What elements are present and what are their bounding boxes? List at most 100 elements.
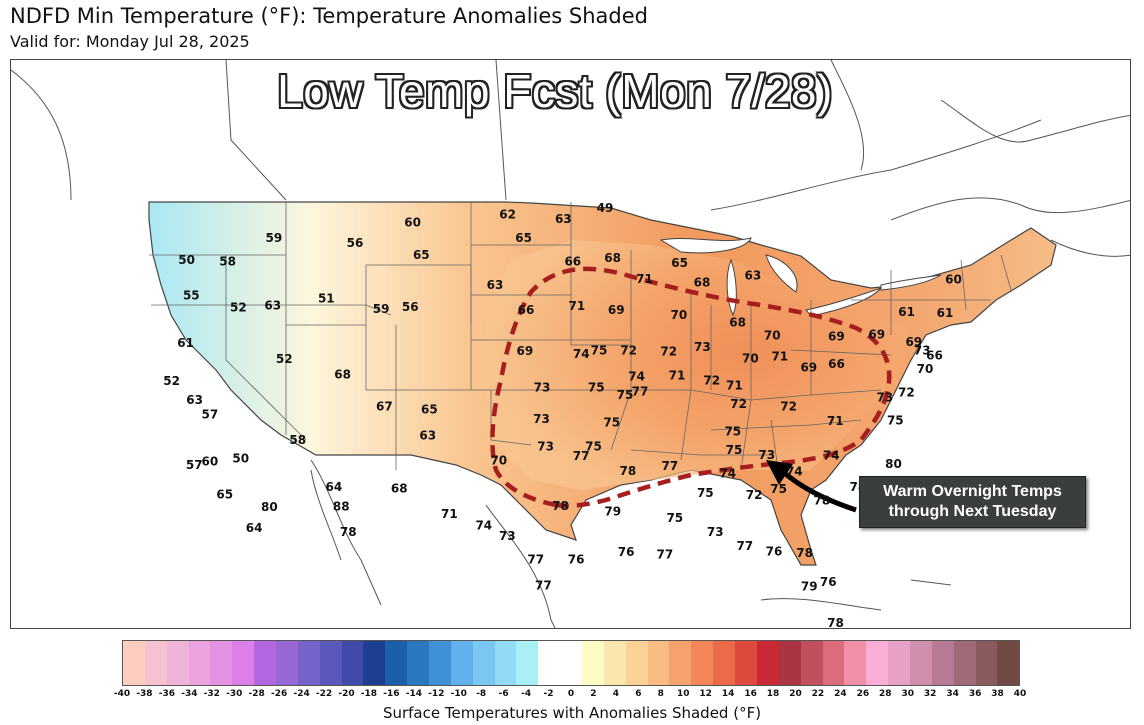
colorbar-swatch	[363, 641, 386, 685]
colorbar-swatch	[472, 641, 495, 685]
temperature-value: 71	[441, 507, 458, 521]
forecast-map: 50 58 59 55 52 63 61 51 56 60 65 59 56 52 63 57 52 68 57 60…	[10, 59, 1131, 629]
temperature-value: 77	[736, 539, 753, 553]
warm-region-outline	[490, 266, 892, 509]
callout-line-2: through Next Tuesday	[888, 503, 1057, 520]
temperature-value: 68	[391, 481, 408, 495]
temperature-value: 59	[266, 231, 283, 245]
temperature-value: 65	[413, 248, 430, 262]
temperature-value: 66	[564, 255, 581, 269]
colorbar	[122, 640, 1020, 686]
colorbar-tick-label: 4	[612, 689, 620, 699]
colorbar-swatch	[538, 641, 561, 685]
colorbar-tick-label: -38	[136, 689, 153, 699]
colorbar-tick-label: -24	[293, 689, 310, 699]
colorbar-tick-label: 22	[811, 689, 825, 699]
colorbar-swatch	[691, 641, 714, 685]
colorbar-tick-label: -30	[226, 689, 243, 699]
temperature-value: 72	[660, 344, 677, 358]
temperature-value: 80	[885, 457, 902, 471]
colorbar-swatch	[560, 641, 583, 685]
temperature-value: 73	[537, 440, 554, 454]
colorbar-tick-label: 18	[766, 689, 780, 699]
temperature-value: 66	[518, 303, 535, 317]
colorbar-swatch	[494, 641, 517, 685]
temperature-value: 78	[814, 494, 831, 508]
forecast-headline: Low Temp Fcst (Mon 7/28)	[277, 65, 833, 117]
temperature-value: 75	[666, 511, 683, 525]
colorbar-tick-label: -28	[248, 689, 265, 699]
temperature-value: 78	[340, 525, 357, 539]
temperature-value: 73	[876, 391, 893, 405]
temperature-value: 71	[669, 369, 686, 383]
temperature-value: 70	[764, 329, 781, 343]
colorbar-tick-label: -20	[338, 689, 355, 699]
colorbar-tick-label: 24	[834, 689, 847, 699]
temperature-value: 65	[515, 231, 532, 245]
temperature-value: 73	[707, 525, 724, 539]
colorbar-tick-label: 36	[968, 689, 982, 699]
temperature-value: 74	[573, 347, 590, 361]
temperature-value: 52	[230, 301, 247, 315]
colorbar-swatch	[647, 641, 670, 685]
colorbar-swatch	[735, 641, 757, 685]
temperature-value: 77	[632, 385, 649, 399]
neighbor-boundaries	[11, 60, 1130, 628]
colorbar-swatch	[931, 641, 954, 685]
colorbar-tick-label: -4	[521, 689, 532, 699]
temperature-value: 80	[261, 500, 278, 514]
temperature-value: 77	[661, 459, 678, 473]
temperature-value: 78	[827, 616, 844, 629]
temperature-value: 69	[517, 344, 534, 358]
temperature-value: 68	[604, 251, 621, 265]
colorbar-swatch	[909, 641, 932, 685]
temperature-value: 73	[694, 340, 711, 354]
temperature-value: 75	[726, 443, 743, 457]
temperature-value: 71	[827, 414, 844, 428]
colorbar-swatch	[254, 641, 277, 685]
temperature-value: 63	[186, 393, 203, 407]
colorbar-label: Surface Temperatures with Anomalies Shad…	[382, 704, 762, 722]
colorbar-tick-label: 32	[923, 689, 937, 699]
temperature-value: 69	[828, 330, 845, 344]
temperature-value: 65	[216, 488, 233, 502]
temperature-value: 70	[671, 308, 688, 322]
temperature-value: 57	[186, 458, 203, 472]
temperature-value: 61	[937, 306, 954, 320]
temperature-value: 72	[780, 400, 797, 414]
colorbar-swatch	[450, 641, 473, 685]
temperature-value: 56	[347, 236, 364, 250]
temperature-value: 58	[289, 433, 306, 447]
temperature-value: 74	[719, 467, 736, 481]
colorbar-tick-label: 2	[590, 689, 597, 699]
colorbar-tick-label: -22	[315, 689, 333, 699]
colorbar-swatch	[166, 641, 189, 685]
colorbar-swatch	[582, 641, 604, 685]
temperature-value: 60	[945, 273, 962, 287]
temperature-value: 69	[608, 303, 625, 317]
colorbar-tick-label: 34	[946, 689, 959, 699]
temperature-value: 55	[183, 288, 200, 302]
colorbar-tick-label: -6	[498, 689, 509, 699]
colorbar-swatch	[669, 641, 692, 685]
colorbar-tick-label: 28	[879, 689, 892, 699]
temperature-value: 68	[729, 316, 746, 330]
colorbar-tick-label: 20	[789, 689, 802, 699]
temperature-value: 78	[552, 499, 569, 513]
colorbar-tick-label: 38	[991, 689, 1004, 699]
colorbar-tick-label: -36	[158, 689, 176, 699]
temperature-value: 73	[533, 412, 550, 426]
temperature-value: 52	[276, 352, 293, 366]
colorbar-tick-label: 14	[721, 689, 735, 699]
temperature-value: 50	[232, 451, 249, 465]
temperature-value: 70	[742, 351, 759, 365]
temperature-value: 71	[726, 378, 743, 392]
colorbar-swatch	[429, 641, 451, 685]
colorbar-tick-label: 30	[901, 689, 915, 699]
colorbar-swatch	[713, 641, 736, 685]
temperature-value: 63	[264, 299, 281, 313]
temperature-value: 78	[620, 464, 637, 478]
temperature-value: 79	[604, 504, 621, 518]
colorbar-swatch	[341, 641, 364, 685]
temperature-value: 68	[694, 275, 711, 289]
